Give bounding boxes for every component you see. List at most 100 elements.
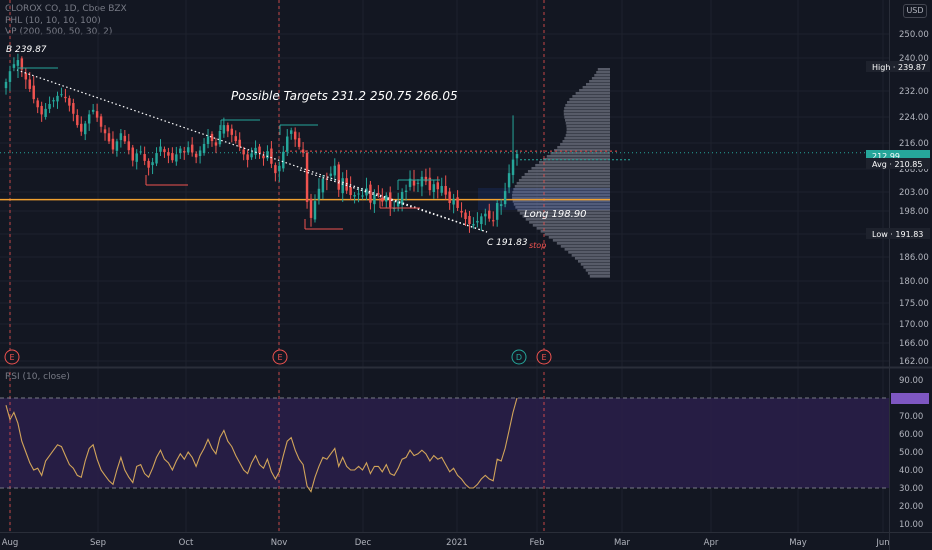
price-tick-label: 240.00 bbox=[899, 54, 929, 64]
vp-indicator-legend[interactable]: VP (200, 500, 50, 30, 2) bbox=[5, 27, 113, 37]
candle bbox=[472, 224, 475, 226]
stop-annotation: stop bbox=[529, 241, 546, 250]
price-tick-label: 170.00 bbox=[899, 320, 929, 330]
rsi-line bbox=[5, 397, 518, 493]
candle bbox=[266, 151, 269, 159]
price-tick-label: 232.00 bbox=[899, 87, 929, 97]
candle bbox=[246, 154, 249, 160]
volume-profile-bar bbox=[512, 197, 610, 200]
c-point-label: C 191.83 bbox=[487, 238, 528, 248]
candle bbox=[515, 154, 519, 159]
candle bbox=[76, 115, 79, 126]
candle bbox=[72, 103, 75, 114]
time-tick-label: Sep bbox=[90, 538, 106, 548]
candle bbox=[369, 184, 372, 203]
candle bbox=[254, 147, 257, 155]
candle bbox=[313, 201, 317, 220]
rsi-tick-label: 50.00 bbox=[899, 448, 923, 458]
candle bbox=[48, 104, 51, 109]
volume-profile-bar bbox=[575, 92, 610, 95]
symbol-legend[interactable]: CLOROX CO, 1D, Cboe BZX bbox=[5, 4, 127, 14]
event-marker-label: E bbox=[9, 353, 14, 362]
candle bbox=[202, 143, 206, 154]
event-marker-label: E bbox=[277, 353, 282, 362]
volume-profile-bar bbox=[562, 140, 610, 143]
time-tick-label: Aug bbox=[2, 538, 19, 548]
long-annotation: Long 198.90 bbox=[524, 209, 587, 220]
volume-profile-bar bbox=[525, 218, 610, 221]
candle bbox=[337, 164, 340, 190]
volume-profile-bar bbox=[572, 95, 610, 98]
rsi-legend[interactable]: RSI (10, close) bbox=[5, 372, 70, 382]
candle bbox=[127, 141, 131, 151]
candle bbox=[151, 162, 154, 166]
volume-profile-bar bbox=[566, 125, 610, 128]
volume-profile-bar bbox=[577, 260, 610, 263]
candle bbox=[270, 148, 273, 164]
candle bbox=[333, 165, 337, 176]
price-tick-label: 203.00 bbox=[899, 188, 929, 198]
rsi-line-group bbox=[5, 397, 518, 493]
time-tick-label: May bbox=[789, 538, 807, 548]
event-marker-label: D bbox=[516, 353, 522, 362]
candle bbox=[16, 60, 20, 66]
candle bbox=[377, 193, 380, 195]
volume-profile-bar bbox=[512, 191, 610, 194]
volume-profile-bar bbox=[564, 116, 610, 119]
time-tick-label: Mar bbox=[614, 538, 631, 548]
candle bbox=[20, 58, 24, 70]
candle bbox=[278, 165, 281, 172]
candles bbox=[4, 53, 519, 233]
rsi-tick-label: 60.00 bbox=[899, 430, 923, 440]
candle bbox=[428, 177, 432, 191]
event-marker bbox=[511, 349, 527, 365]
candle bbox=[155, 153, 158, 164]
volume-profile-bar bbox=[569, 98, 610, 101]
candle bbox=[452, 198, 455, 205]
candle bbox=[40, 105, 43, 115]
candle bbox=[460, 211, 463, 213]
price-tag bbox=[866, 150, 930, 161]
volume-profile-bar bbox=[580, 263, 610, 266]
candle bbox=[214, 142, 218, 146]
candle bbox=[400, 192, 404, 205]
volume-profile-bar bbox=[589, 80, 610, 83]
time-tick-label: Apr bbox=[704, 538, 719, 548]
candle bbox=[488, 210, 491, 219]
candle bbox=[464, 212, 467, 220]
candle bbox=[4, 81, 8, 89]
candle bbox=[194, 153, 198, 158]
volume-profile-bar bbox=[550, 152, 610, 155]
volume-profile-bar bbox=[517, 209, 610, 212]
volume-profile-bar bbox=[531, 167, 610, 170]
candle bbox=[476, 220, 479, 223]
candle bbox=[179, 148, 182, 154]
candle bbox=[289, 130, 293, 134]
candle bbox=[119, 133, 123, 141]
phl-indicator-legend[interactable]: PHL (10, 10, 10, 100) bbox=[5, 16, 101, 26]
candle bbox=[301, 149, 305, 153]
candle bbox=[381, 197, 384, 202]
candle bbox=[456, 197, 459, 208]
volume-profile-bar bbox=[594, 74, 610, 77]
candle bbox=[349, 186, 352, 196]
candle bbox=[492, 220, 495, 222]
volume-profile-bar bbox=[519, 212, 610, 215]
candle bbox=[274, 165, 277, 174]
price-tick-label: 180.00 bbox=[899, 277, 929, 287]
volume-profile-bar bbox=[518, 179, 610, 182]
candle bbox=[218, 130, 222, 145]
candle bbox=[163, 149, 166, 153]
candle bbox=[396, 201, 400, 207]
candle bbox=[123, 135, 127, 142]
volume-profile-bar bbox=[583, 266, 610, 269]
rsi-tick-label: 90.00 bbox=[899, 376, 923, 386]
candle bbox=[404, 190, 408, 192]
volume-profile-bar bbox=[560, 143, 610, 146]
candle bbox=[250, 153, 253, 158]
volume-profile-bar bbox=[563, 113, 610, 116]
volume-profile-bar bbox=[560, 245, 610, 248]
currency-button[interactable]: USD bbox=[903, 4, 927, 18]
